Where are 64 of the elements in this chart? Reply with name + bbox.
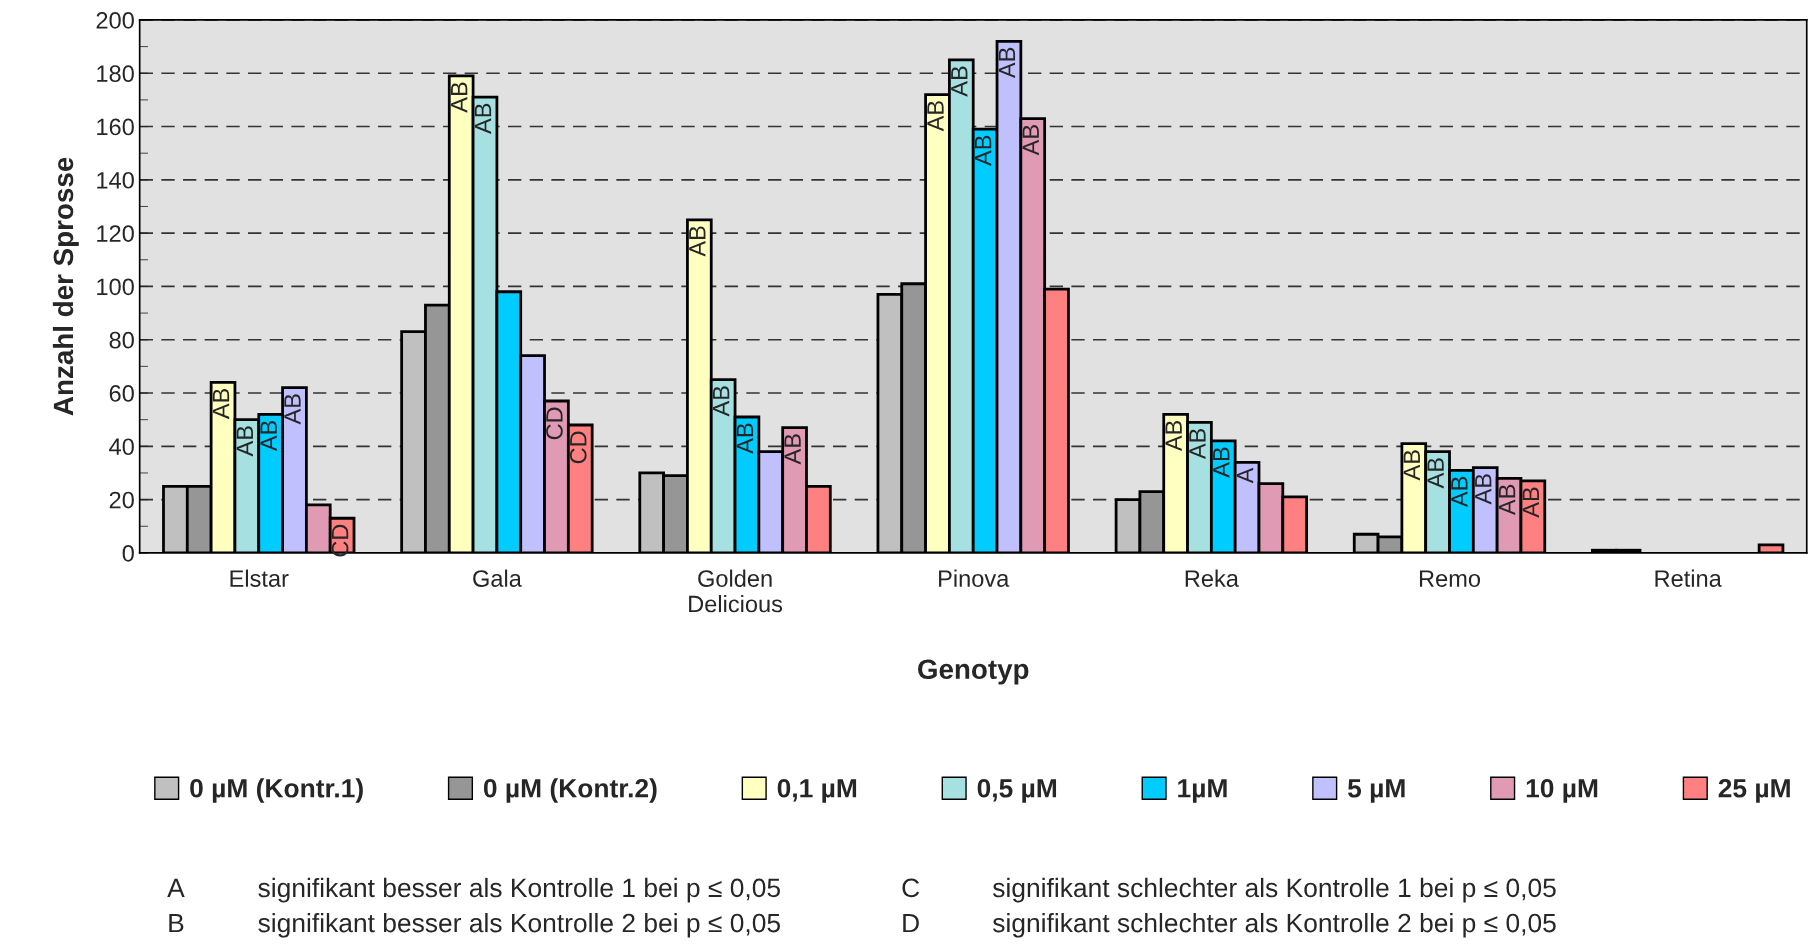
- data-label: AB: [1403, 450, 1420, 481]
- x-tick-label: Reka: [1185, 569, 1239, 587]
- data-label: AB: [974, 135, 992, 166]
- y-tick-label: 180: [97, 65, 134, 83]
- data-label: AB: [1165, 420, 1182, 452]
- text: B: [169, 913, 184, 933]
- data-label: AB: [784, 434, 801, 465]
- data-label: AB: [1189, 428, 1206, 460]
- data-label: AB: [1213, 447, 1230, 478]
- text: signifikant besser als Kontrolle 1 bei p ≤ 0,05: [258, 877, 780, 903]
- text: signifikant besser als Kontrolle 2 bei p ≤ 0,05: [258, 913, 780, 938]
- data-label: AB: [1522, 487, 1539, 518]
- data-label: AB: [260, 420, 277, 452]
- y-tick-label: 40: [109, 438, 134, 456]
- text: signifikant schlechter als Kontrolle 2 bei p ≤ 0,05: [992, 913, 1556, 938]
- data-label: AB: [284, 394, 301, 425]
- x-tick-label: Pinova: [939, 569, 1010, 587]
- text: C: [902, 878, 920, 898]
- x-axis-title: Genotyp: [918, 659, 1029, 685]
- data-label: AB: [736, 423, 754, 454]
- data-label: AB: [998, 47, 1016, 79]
- text: A: [167, 878, 185, 897]
- data-label: AB: [1475, 474, 1492, 505]
- legend-label: 1µM: [1178, 779, 1227, 803]
- data-label: A: [1236, 467, 1254, 484]
- data-label: AB: [689, 226, 706, 257]
- y-tick-label: 20: [109, 491, 134, 509]
- legend-label: 10 µM: [1526, 778, 1598, 803]
- data-label: CD: [546, 407, 563, 440]
- data-label: AB: [236, 426, 253, 457]
- data-label: AB: [474, 103, 492, 135]
- data-label: AB: [713, 386, 730, 417]
- y-tick-label: 120: [97, 225, 134, 242]
- data-label: CD: [569, 431, 587, 464]
- data-label: AB: [1451, 476, 1468, 508]
- legend-label: 0 µM (Kontr.1): [190, 778, 363, 803]
- legend-label: 5 µM: [1347, 779, 1405, 803]
- data-label: AB: [1427, 458, 1444, 489]
- y-tick-label: 100: [97, 278, 134, 296]
- x-tick-label: Retina: [1655, 569, 1722, 587]
- legend-label: 25 µM: [1718, 778, 1790, 803]
- x-tick-label: Gala: [473, 569, 522, 587]
- x-tick-label: Golden Delicious: [689, 569, 783, 613]
- y-tick-label: 0: [122, 544, 134, 562]
- legend-label: 0,1 µM: [777, 778, 857, 803]
- text: D: [903, 913, 919, 933]
- y-tick-label: 80: [109, 331, 134, 349]
- data-label: CD: [331, 524, 349, 557]
- data-label: AB: [1022, 125, 1039, 156]
- y-tick-label: 160: [97, 118, 134, 136]
- legend-label: 0,5 µM: [977, 778, 1057, 803]
- data-label: AB: [927, 101, 944, 132]
- text: signifikant schlechter als Kontrolle 1 bei p ≤ 0,05: [992, 877, 1556, 903]
- y-tick-label: 60: [109, 385, 134, 402]
- legend-label: 0 µM (Kontr.2): [483, 778, 657, 803]
- data-label: AB: [212, 388, 230, 420]
- y-axis-title: Anzahl der Sprosse: [52, 157, 79, 416]
- data-label: AB: [1498, 484, 1516, 516]
- data-label: AB: [951, 66, 968, 97]
- data-label: AB: [451, 82, 468, 113]
- y-tick-label: 200: [96, 12, 134, 29]
- x-tick-label: Remo: [1419, 570, 1481, 587]
- y-tick-label: 140: [97, 171, 134, 189]
- x-tick-label: Elstar: [230, 569, 289, 587]
